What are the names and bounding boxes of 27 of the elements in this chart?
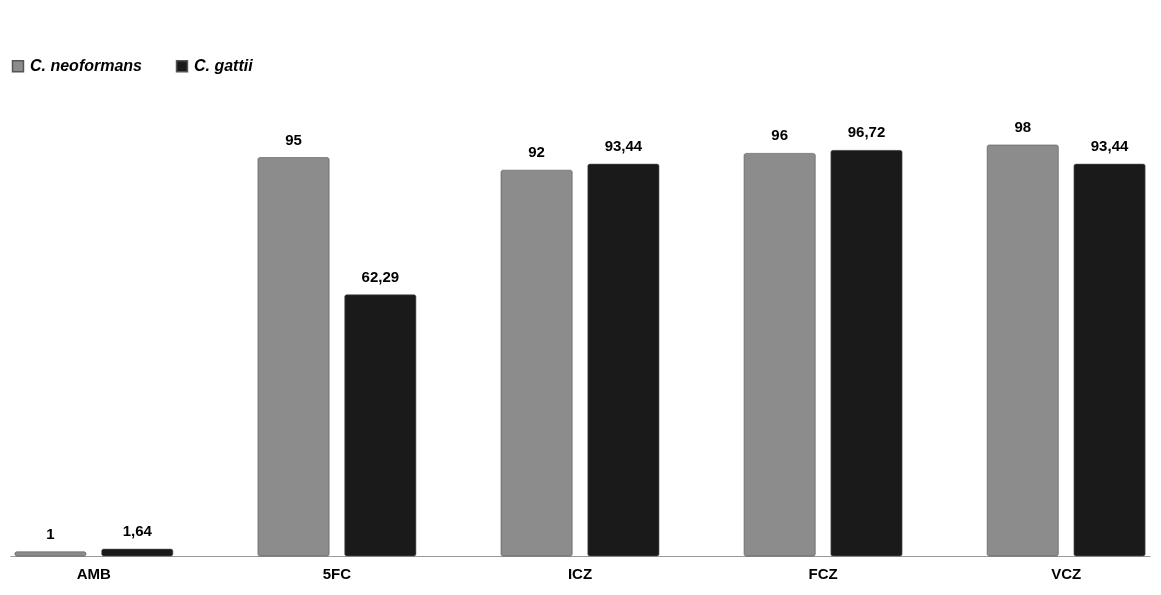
data-label: 96 bbox=[771, 126, 789, 144]
bar bbox=[101, 548, 174, 557]
data-label: 98 bbox=[1014, 118, 1032, 135]
data-label: 93,44 bbox=[1090, 137, 1129, 155]
x-tick-label: AMB bbox=[76, 564, 112, 582]
bar bbox=[986, 144, 1059, 557]
data-label: 93,44 bbox=[604, 137, 643, 155]
data-label: 92 bbox=[528, 143, 545, 161]
x-tick-label: ICZ bbox=[567, 564, 593, 582]
bar bbox=[257, 157, 330, 557]
legend-label: C. gattii bbox=[194, 57, 254, 75]
bar bbox=[14, 551, 87, 557]
x-tick-label: FCZ bbox=[808, 564, 838, 582]
bar bbox=[743, 153, 816, 557]
bar bbox=[344, 294, 417, 557]
x-tick-label: VCZ bbox=[1051, 564, 1082, 582]
bar bbox=[500, 169, 573, 557]
bar bbox=[587, 163, 660, 557]
data-label: 1 bbox=[46, 524, 55, 542]
data-label: 62,29 bbox=[361, 267, 400, 285]
x-tick-label: 5FC bbox=[322, 564, 352, 582]
data-label: 96,72 bbox=[847, 123, 886, 141]
data-label: 95 bbox=[285, 130, 302, 148]
legend-label: C. neoformans bbox=[30, 57, 143, 75]
data-label: 1,64 bbox=[122, 522, 153, 540]
bar bbox=[1073, 163, 1146, 557]
bar bbox=[830, 150, 903, 557]
